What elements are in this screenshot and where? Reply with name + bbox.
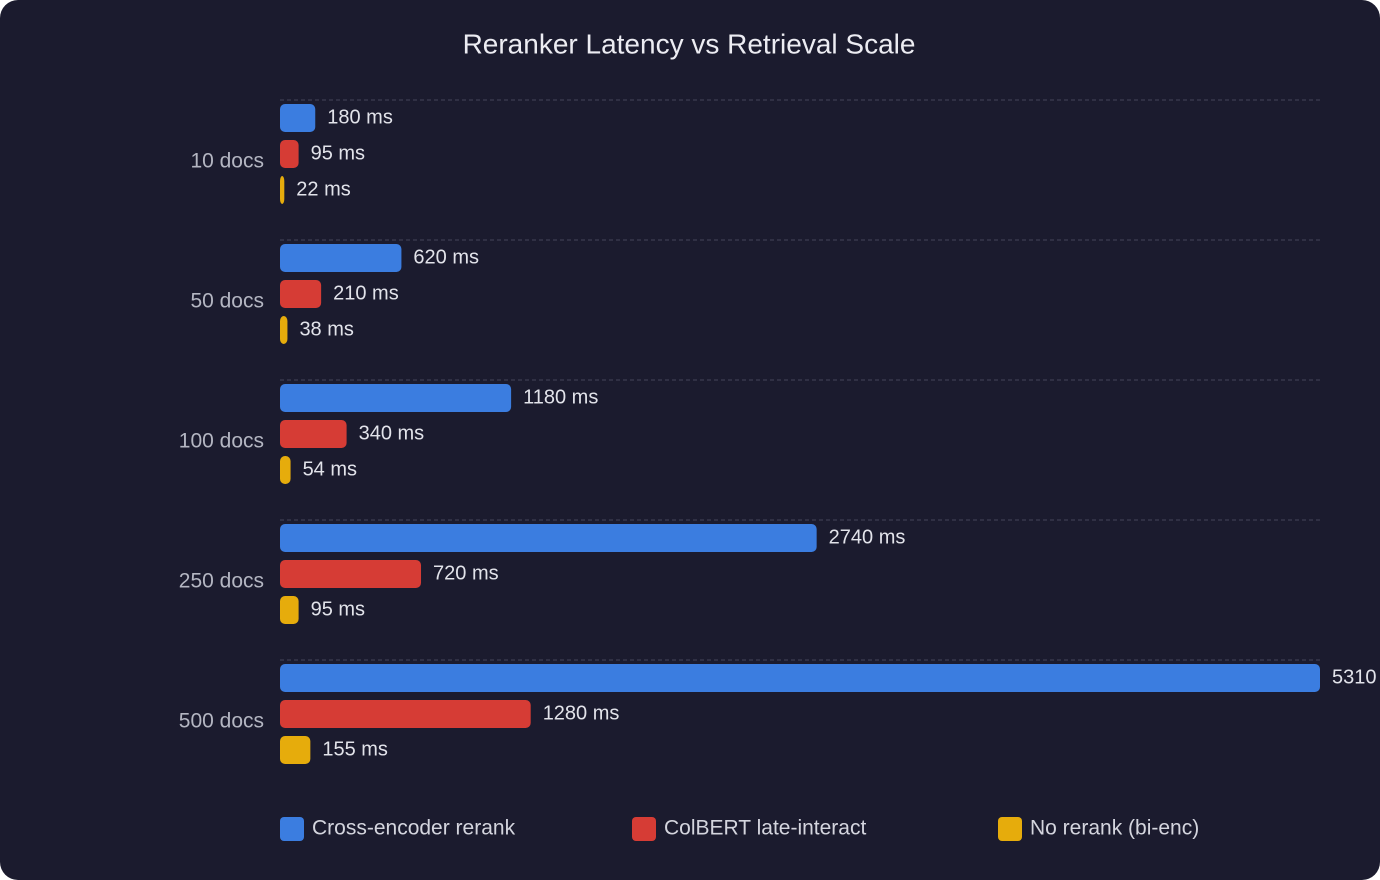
bar	[280, 664, 1320, 692]
value-label: 720 ms	[433, 562, 499, 584]
value-label: 210 ms	[333, 282, 399, 304]
value-label: 95 ms	[311, 142, 365, 164]
value-label: 54 ms	[303, 458, 357, 480]
bar	[280, 104, 316, 132]
value-label: 1280 ms	[543, 702, 620, 724]
bar	[280, 596, 299, 624]
legend-swatch	[632, 817, 656, 841]
y-tick-label: 50 docs	[190, 290, 264, 313]
bar	[280, 316, 288, 344]
value-label: 180 ms	[327, 106, 393, 128]
value-label: 340 ms	[359, 422, 425, 444]
bar	[280, 560, 422, 588]
y-tick-label: 10 docs	[190, 150, 264, 173]
bar	[280, 176, 285, 204]
value-label: 155 ms	[322, 738, 388, 760]
y-tick-label: 250 docs	[179, 570, 264, 593]
value-label: 22 ms	[296, 178, 350, 200]
y-tick-label: 100 docs	[179, 430, 264, 453]
bar	[280, 384, 512, 412]
bar	[280, 700, 531, 728]
legend-swatch	[280, 817, 304, 841]
value-label: 620 ms	[413, 246, 479, 268]
legend-label: ColBERT late-interact	[664, 817, 866, 840]
chart-title: Reranker Latency vs Retrieval Scale	[463, 28, 916, 59]
bar	[280, 140, 299, 168]
bar	[280, 524, 817, 552]
bar	[280, 244, 402, 272]
value-label: 1180 ms	[523, 386, 598, 408]
value-label: 2740 ms	[829, 526, 906, 548]
bar	[280, 420, 347, 448]
legend-swatch	[998, 817, 1022, 841]
bar	[280, 736, 311, 764]
bar	[280, 280, 322, 308]
legend-label: No rerank (bi-enc)	[1030, 817, 1199, 840]
bar	[280, 456, 291, 484]
legend-label: Cross-encoder rerank	[312, 817, 516, 840]
value-label: 5310	[1332, 666, 1377, 688]
value-label: 95 ms	[311, 598, 365, 620]
y-tick-label: 500 docs	[179, 710, 264, 733]
value-label: 38 ms	[299, 318, 353, 340]
